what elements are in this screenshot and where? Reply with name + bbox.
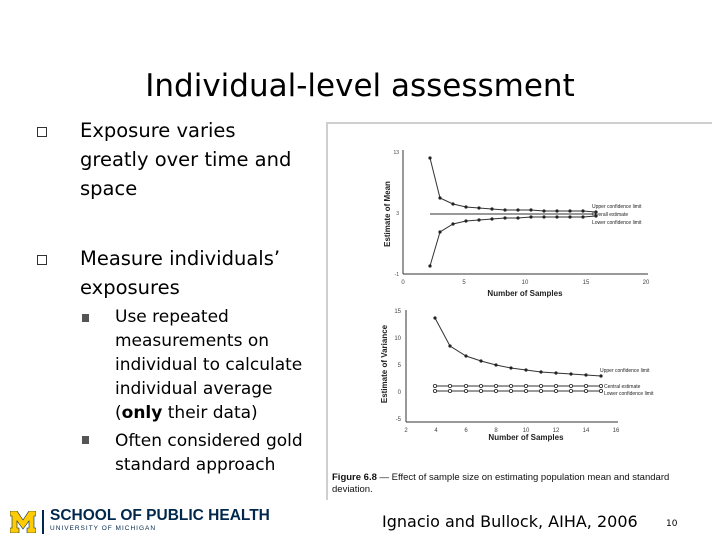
bullet-1-line-2: greatly over time and	[80, 148, 292, 171]
bullet-marker	[37, 255, 47, 265]
bottom-x-tick: 10	[523, 428, 530, 434]
top-y-tick: 13	[393, 150, 399, 156]
sub-bullet-2: Often considered gold standard approach	[115, 429, 303, 477]
citation: Ignacio and Bullock, AIHA, 2006	[382, 512, 638, 531]
bottom-x-tick: 8	[494, 428, 498, 434]
logo-school-name: SCHOOL OF PUBLIC HEALTH	[50, 507, 270, 524]
bottom-plot: Estimate of Variance 15 10 5 0 -5 2 4 6 …	[380, 309, 654, 442]
bullet-2-line-2: exposures	[80, 276, 180, 299]
bottom-x-tick: 6	[464, 428, 468, 434]
sub-bullet-1-line-5: (only their data)	[115, 401, 302, 425]
block-m-icon	[10, 511, 36, 533]
sub-bullet-1: Use repeated measurements on individual …	[115, 305, 302, 425]
bullet-marker	[37, 127, 47, 137]
university-logo: SCHOOL OF PUBLIC HEALTH UNIVERSITY OF MI…	[10, 507, 270, 535]
figure-caption-label: Figure 6.8	[332, 472, 377, 483]
top-legend-lower: Lower confidence limit	[592, 220, 642, 226]
top-y-tick: 3	[396, 211, 399, 217]
top-plot: Estimate of Mean 13 3 -1 0 5 10 15 20 Nu…	[383, 150, 650, 298]
figure-caption-text: — Effect of sample size on estimating po…	[332, 472, 670, 495]
logo-separator	[42, 510, 44, 534]
top-x-tick: 5	[462, 280, 466, 286]
bottom-legend-upper: Upper confidence limit	[600, 368, 650, 374]
bottom-y-tick: -5	[396, 417, 402, 423]
sub-bullet-marker	[82, 436, 89, 444]
bottom-x-tick: 2	[404, 428, 408, 434]
slide-title: Individual-level assessment	[145, 68, 575, 104]
emphasis-only: only	[121, 403, 163, 423]
bottom-y-tick: 5	[398, 363, 402, 369]
sub-bullet-1-line-3: individual to calculate	[115, 355, 303, 375]
top-x-tick: 20	[643, 280, 650, 286]
sub-bullet-2-line-1: Often considered gold	[115, 431, 303, 451]
paren-open: (	[115, 403, 122, 423]
sub-bullet-1-line-4: individual average	[115, 379, 273, 399]
bottom-legend-central: Central estimate	[604, 384, 641, 390]
bullet-1: Exposure varies greatly over time and sp…	[80, 116, 291, 203]
figure-plots: Estimate of Mean 13 3 -1 0 5 10 15 20 Nu…	[380, 150, 654, 442]
bottom-y-tick: 0	[398, 390, 402, 396]
top-x-tick: 0	[401, 280, 405, 286]
bottom-plot-x-label: Number of Samples	[488, 433, 564, 442]
sub-bullet-marker	[82, 314, 89, 322]
page-number: 10	[666, 519, 678, 529]
bottom-x-tick: 14	[583, 428, 590, 434]
top-x-tick: 10	[522, 280, 529, 286]
bottom-y-tick: 10	[394, 336, 401, 342]
figure-image: Estimate of Mean 13 3 -1 0 5 10 15 20 Nu…	[326, 122, 712, 500]
top-x-tick: 15	[583, 280, 590, 286]
bottom-x-tick: 12	[553, 428, 560, 434]
top-legend-central: Overall estimate	[592, 212, 628, 218]
sub-bullet-1-line-2: measurements on	[115, 331, 270, 351]
bottom-x-tick: 4	[434, 428, 438, 434]
bullet-2-line-1: Measure individuals’	[80, 247, 281, 270]
sub-bullet-2-line-2: standard approach	[115, 455, 276, 475]
top-plot-x-label: Number of Samples	[487, 289, 563, 298]
bottom-legend-lower: Lower confidence limit	[604, 391, 654, 397]
bottom-x-tick: 16	[613, 428, 620, 434]
paren-rest: their data)	[162, 403, 258, 423]
sub-bullet-1-line-1: Use repeated	[115, 307, 229, 327]
bottom-y-tick: 15	[394, 309, 401, 315]
bullet-1-line-1: Exposure varies	[80, 119, 236, 142]
bullet-2: Measure individuals’ exposures	[80, 244, 280, 302]
top-legend-upper: Upper confidence limit	[592, 204, 642, 210]
top-y-tick: -1	[395, 272, 400, 278]
top-plot-y-label: Estimate of Mean	[383, 181, 392, 247]
logo-university-name: UNIVERSITY OF MICHIGAN	[50, 525, 157, 532]
bottom-plot-y-label: Estimate of Variance	[380, 324, 389, 403]
figure-caption: Figure 6.8 — Effect of sample size on es…	[332, 472, 706, 496]
bullet-1-line-3: space	[80, 177, 138, 200]
